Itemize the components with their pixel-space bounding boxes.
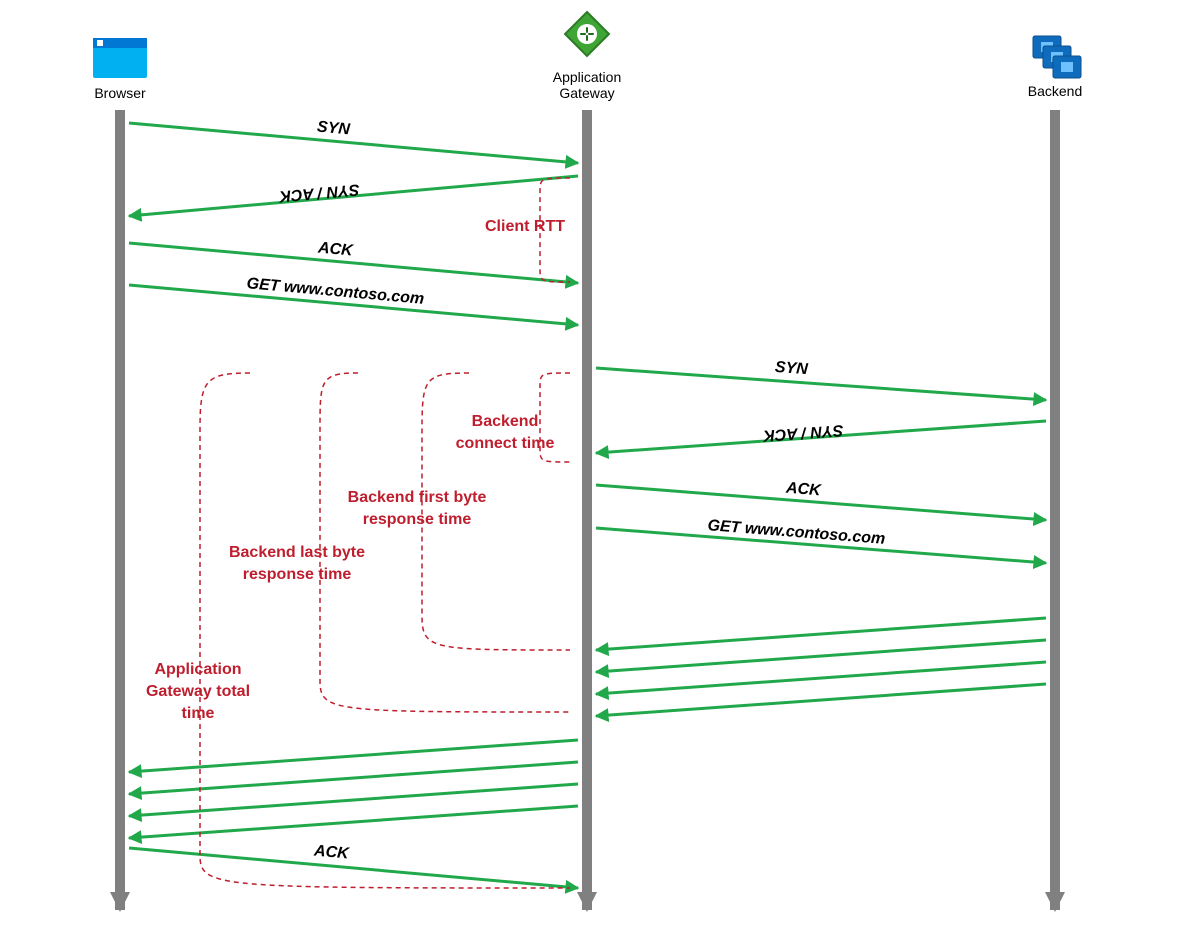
metric-label-3: Backend last byte: [229, 544, 365, 561]
metric-label-4: time: [182, 705, 215, 722]
metric-label-2: Backend first byte: [348, 489, 487, 506]
backend-icon: [1033, 36, 1081, 78]
metric-label-3: response time: [243, 566, 352, 583]
metric-label-4: Application: [154, 661, 241, 678]
message-arrow-6: [596, 485, 1046, 520]
message-label-16: ACK: [312, 842, 350, 862]
message-arrow-0: [129, 123, 578, 163]
metric-label-4: Gateway total: [146, 683, 250, 700]
actor-label-backend: Backend: [1028, 83, 1082, 99]
message-label-6: ACK: [784, 480, 822, 500]
message-label-0: SYN: [316, 119, 351, 139]
message-label-5: SYN / ACK: [761, 421, 844, 444]
message-arrow-2: [129, 243, 578, 283]
metric-label-1: connect time: [456, 435, 555, 452]
message-label-2: ACK: [316, 239, 354, 259]
message-label-1: SYN / ACK: [277, 180, 360, 204]
message-arrow-16: [129, 848, 578, 888]
metric-label-2: response time: [363, 511, 472, 528]
message-label-4: SYN: [774, 359, 808, 378]
appgw-icon: [565, 12, 609, 56]
browser-icon: [93, 38, 147, 78]
actor-label-browser: Browser: [94, 85, 146, 101]
message-arrow-4: [596, 368, 1046, 400]
metric-label-1: Backend: [472, 413, 539, 430]
actor-label-appgw: Application: [553, 69, 622, 85]
actor-label-appgw: Gateway: [559, 85, 614, 101]
metric-label-0: Client RTT: [485, 218, 565, 235]
